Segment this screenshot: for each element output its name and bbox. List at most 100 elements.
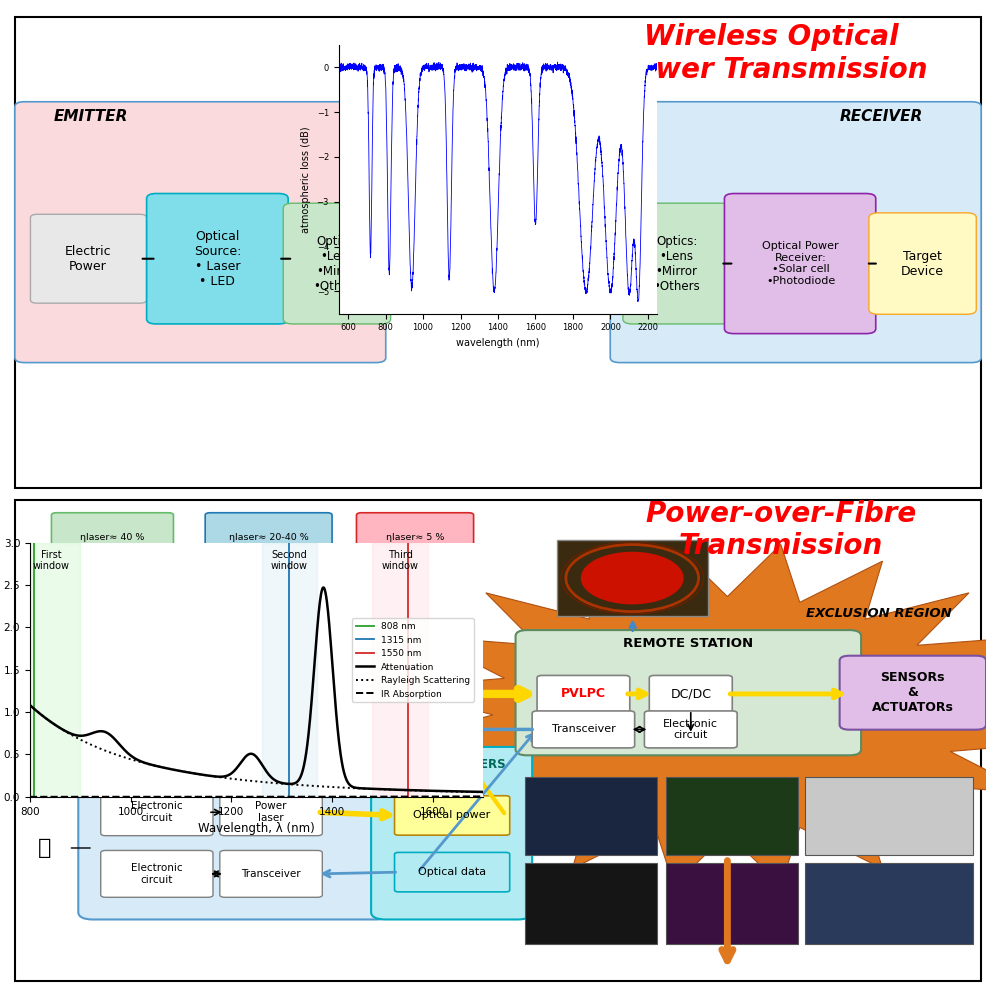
IR Absorption (84, 791, 96, 803)
Text: Transceiver: Transceiver (552, 724, 616, 734)
Text: ηlaser≈ 5 %
at 1550 nm: ηlaser≈ 5 % at 1550 nm (385, 533, 444, 552)
FancyBboxPatch shape (101, 851, 213, 897)
Text: Electric
Power: Electric Power (65, 245, 112, 273)
Attenuation (272, 776, 284, 788)
FancyBboxPatch shape (806, 777, 973, 856)
FancyBboxPatch shape (394, 853, 510, 891)
X-axis label: Wavelength, λ (nm): Wavelength, λ (nm) (198, 822, 315, 835)
FancyBboxPatch shape (666, 863, 798, 944)
Line: Rayleigh Scattering: Rayleigh Scattering (30, 705, 483, 792)
Rayleigh Scattering (220, 772, 232, 784)
Text: OPTICAL FIBERS: OPTICAL FIBERS (397, 758, 505, 771)
FancyBboxPatch shape (15, 500, 981, 981)
Polygon shape (390, 545, 996, 885)
Attenuation (262, 768, 274, 780)
FancyBboxPatch shape (611, 102, 981, 363)
FancyBboxPatch shape (840, 655, 986, 730)
FancyBboxPatch shape (101, 789, 213, 836)
FancyBboxPatch shape (516, 630, 862, 755)
Text: EMITTER: EMITTER (54, 110, 128, 124)
Line: Attenuation: Attenuation (30, 588, 483, 792)
Attenuation (176, 766, 188, 778)
X-axis label: wavelength (nm): wavelength (nm) (456, 338, 540, 348)
FancyBboxPatch shape (869, 213, 976, 315)
Text: BASE STATION: BASE STATION (184, 758, 285, 771)
FancyBboxPatch shape (52, 513, 173, 572)
Rayleigh Scattering (262, 777, 274, 789)
Text: SENSORs
&
ACTUATORs: SENSORs & ACTUATORs (872, 671, 954, 714)
FancyBboxPatch shape (146, 193, 288, 324)
FancyBboxPatch shape (372, 747, 532, 919)
Attenuation (318, 582, 330, 594)
Bar (30, 543, 81, 797)
FancyBboxPatch shape (15, 17, 981, 488)
IR Absorption (262, 791, 274, 803)
Rayleigh Scattering (101, 745, 113, 757)
Rayleigh Scattering (84, 738, 96, 750)
FancyBboxPatch shape (666, 777, 798, 856)
FancyBboxPatch shape (649, 675, 732, 712)
Text: REMOTE STATION: REMOTE STATION (623, 636, 753, 650)
Text: Electronic
circuit: Electronic circuit (663, 719, 718, 740)
Text: 🖥: 🖥 (38, 838, 51, 858)
Circle shape (582, 553, 683, 604)
FancyBboxPatch shape (806, 863, 973, 944)
Text: Target
Device: Target Device (901, 250, 944, 278)
Text: Optics:
•Lens
•Mirror
•Others: Optics: •Lens •Mirror •Others (653, 235, 700, 293)
FancyBboxPatch shape (724, 193, 875, 334)
FancyBboxPatch shape (394, 796, 510, 836)
FancyBboxPatch shape (532, 711, 634, 748)
Text: Optical Power
Receiver:
•Solar cell
•Photodiode: Optical Power Receiver: •Solar cell •Pho… (762, 241, 839, 286)
Text: DC/DC: DC/DC (670, 687, 711, 700)
Text: Second
window: Second window (271, 550, 308, 571)
Rayleigh Scattering (477, 786, 489, 798)
FancyBboxPatch shape (205, 513, 332, 572)
IR Absorption (477, 791, 489, 803)
Text: EXCLUSION REGION: EXCLUSION REGION (806, 608, 951, 621)
Text: PVLPC: PVLPC (561, 687, 606, 700)
IR Absorption (220, 791, 232, 803)
FancyBboxPatch shape (357, 513, 474, 572)
FancyBboxPatch shape (537, 675, 629, 712)
Text: ηlaser≈ 20-40 %
at 1315 nm: ηlaser≈ 20-40 % at 1315 nm (229, 533, 309, 552)
FancyBboxPatch shape (79, 747, 390, 919)
Text: Wireless Optical
Power: Wireless Optical Power (439, 261, 567, 291)
Text: Electronic
circuit: Electronic circuit (131, 802, 182, 823)
Text: Optical power: Optical power (413, 811, 491, 821)
FancyBboxPatch shape (525, 777, 657, 856)
FancyBboxPatch shape (220, 851, 323, 897)
Text: Third
window: Third window (381, 550, 418, 571)
Text: Power-over-Fibre
Transmission: Power-over-Fibre Transmission (645, 500, 916, 560)
IR Absorption (272, 791, 284, 803)
Text: Power
laser: Power laser (255, 802, 287, 823)
Text: Optical data: Optical data (418, 868, 486, 877)
FancyBboxPatch shape (557, 540, 708, 617)
FancyBboxPatch shape (622, 203, 730, 324)
FancyBboxPatch shape (31, 214, 146, 303)
Y-axis label: atmospheric loss (dB): atmospheric loss (dB) (301, 125, 311, 233)
FancyBboxPatch shape (525, 863, 657, 944)
Text: Electronic
circuit: Electronic circuit (131, 864, 182, 884)
Text: First
window: First window (33, 550, 70, 571)
FancyBboxPatch shape (220, 789, 323, 836)
Text: Optical
Source:
• Laser
• LED: Optical Source: • Laser • LED (193, 230, 241, 288)
Attenuation (477, 786, 489, 798)
Rayleigh Scattering (272, 777, 284, 789)
Legend: 808 nm, 1315 nm, 1550 nm, Attenuation, Rayleigh Scattering, IR Absorption: 808 nm, 1315 nm, 1550 nm, Attenuation, R… (353, 619, 474, 702)
Bar (262, 543, 317, 797)
Attenuation (84, 728, 96, 740)
Bar (373, 543, 427, 797)
Text: Transceiver: Transceiver (241, 869, 301, 878)
FancyBboxPatch shape (15, 102, 385, 363)
Rayleigh Scattering (176, 766, 188, 778)
IR Absorption (176, 791, 188, 803)
Text: Wireless Optical
Power Transmission: Wireless Optical Power Transmission (616, 23, 927, 84)
FancyBboxPatch shape (644, 711, 737, 748)
Text: ηlaser≈ 40 %
at 808 nm: ηlaser≈ 40 % at 808 nm (81, 533, 144, 552)
Rayleigh Scattering (24, 699, 36, 711)
Attenuation (24, 699, 36, 711)
Text: RECEIVER: RECEIVER (840, 110, 922, 124)
Attenuation (220, 770, 232, 782)
FancyBboxPatch shape (283, 203, 390, 324)
FancyArrow shape (405, 237, 601, 315)
